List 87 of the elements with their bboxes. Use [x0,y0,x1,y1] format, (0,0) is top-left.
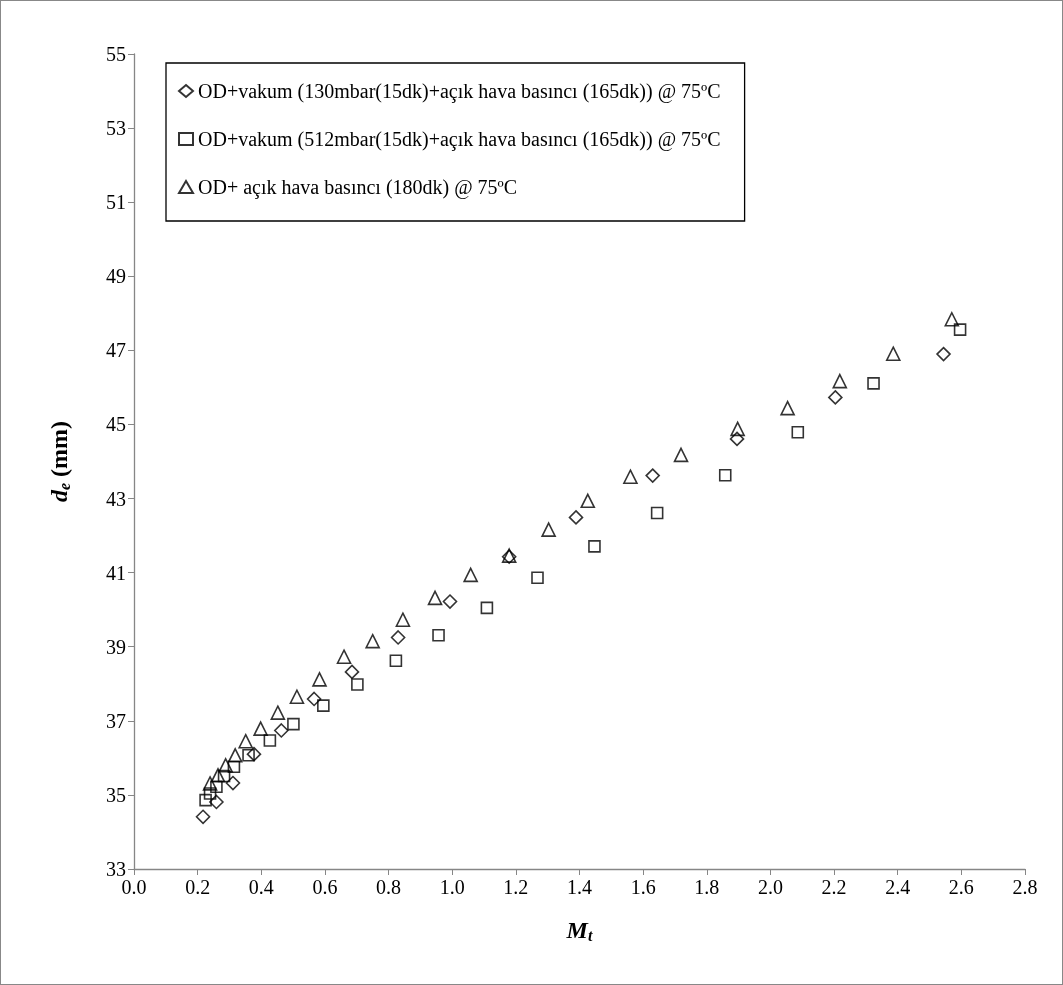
x-tick-label: 0.6 [312,876,338,898]
point [312,672,327,687]
legend-label: OD+vakum (512mbar(15dk)+açık hava basıncı (165dk)) @ 75ºC [198,128,721,151]
point [210,767,226,783]
y-tick-label: 35 [106,783,126,806]
point [568,510,584,525]
point [317,699,330,712]
point [351,678,364,691]
point [531,571,544,585]
point [199,793,212,807]
point [390,630,406,645]
y-tick-label: 53 [106,117,126,140]
x-tick-label: 0.2 [185,876,211,898]
point [541,522,556,537]
x-tick-label: 1.6 [630,876,656,898]
point [395,612,411,627]
point [953,323,967,336]
point [287,717,300,731]
point [238,733,253,749]
x-tick-label: 1.0 [439,876,465,898]
point [210,780,223,794]
point [645,468,660,483]
point [289,689,305,705]
point [306,691,322,707]
x-tick-label: 0.4 [248,876,274,898]
point [227,747,243,763]
x-tick-label: 1.4 [567,876,592,898]
point [242,748,255,762]
x-tick-label: 2.2 [821,876,847,898]
y-axis-title: de (mm) [46,420,73,503]
point [365,633,380,649]
point [580,493,596,509]
point [650,506,664,520]
point [936,346,951,362]
y-tick-label: 45 [106,413,126,436]
point [718,468,732,482]
point [427,590,443,606]
point [209,794,224,810]
x-tick-label: 1.8 [694,876,720,898]
point [867,377,880,390]
point [944,311,960,327]
x-axis-title: Mt [565,917,593,944]
x-tick-label: 1.2 [503,876,529,898]
point [623,469,638,484]
point [730,421,745,437]
point [336,649,352,665]
point [463,567,478,583]
point [217,769,231,783]
y-tick-label: 39 [106,635,126,658]
x-tick-label: 2.0 [757,876,783,898]
x-tick-label: 2.4 [885,876,911,898]
y-tick-label: 49 [106,265,126,288]
y-tick-label: 43 [106,487,126,510]
point [344,664,360,680]
y-tick-label: 41 [106,561,126,584]
point [432,628,445,642]
point [225,775,241,791]
point [263,734,277,747]
legend-label: OD+vakum (130mbar(15dk)+açık hava basıncı (165dk)) @ 75ºC [198,80,721,103]
point [729,431,745,447]
legend-label: OD+ açık hava basıncı (180dk) @ 75ºC [198,176,518,199]
point [442,594,458,609]
point [832,373,848,389]
x-tick-label: 0.8 [376,876,402,898]
y-tick-label: 55 [106,43,126,65]
point [780,400,795,416]
point [791,425,805,439]
point [480,601,494,615]
y-tick-label: 51 [106,191,126,214]
point [203,787,217,800]
point [274,723,289,738]
x-tick-label: 2.8 [1012,876,1038,898]
point [227,760,241,774]
point [270,705,286,720]
point [588,540,601,553]
point [195,809,211,825]
point [246,746,262,762]
y-tick-label: 37 [106,709,126,732]
y-tick-label: 47 [106,339,126,362]
point [389,654,403,668]
point [202,776,218,791]
point [673,447,689,463]
point [253,721,268,736]
point [828,390,843,405]
x-tick-label: 2.6 [948,876,974,898]
point [218,757,233,773]
point [885,346,901,361]
